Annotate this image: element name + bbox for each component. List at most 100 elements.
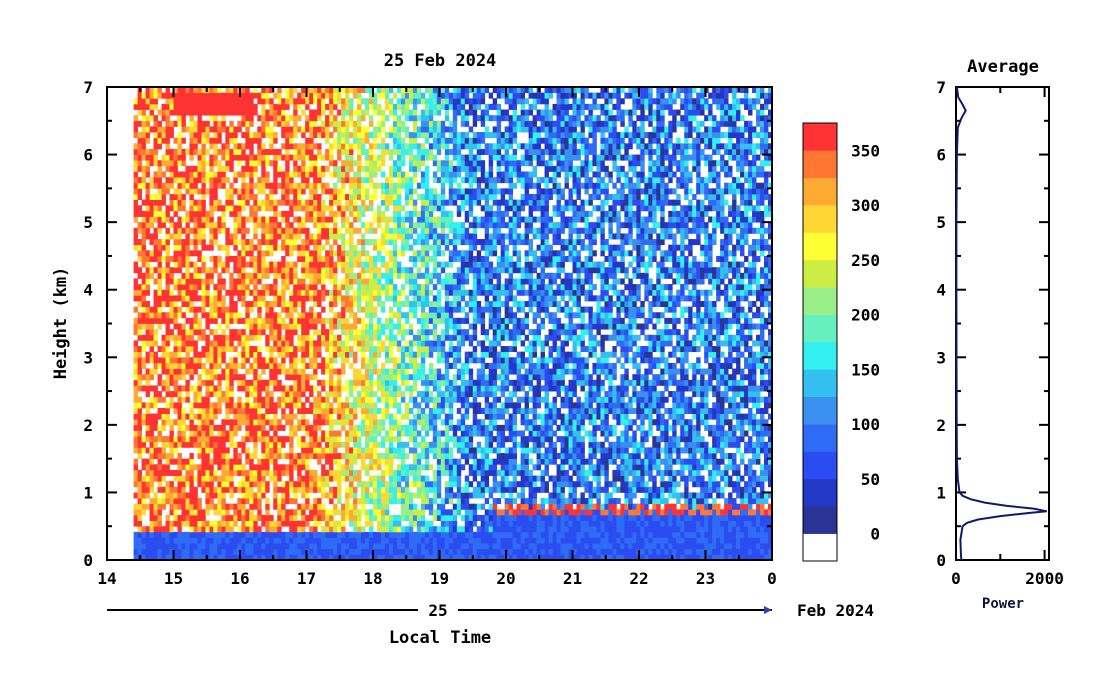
- heatmap-cell: [177, 548, 182, 555]
- heatmap-cell: [289, 396, 294, 403]
- heatmap-cell: [133, 120, 138, 127]
- heatmap-cell: [261, 199, 266, 206]
- heatmap-cell: [297, 148, 302, 155]
- heatmap-cell: [201, 514, 206, 521]
- heatmap-cell: [257, 430, 262, 437]
- heatmap-cell: [173, 199, 178, 206]
- heatmap-cell: [337, 250, 342, 257]
- heatmap-cell: [165, 295, 170, 302]
- heatmap-cell: [313, 92, 318, 99]
- heatmap-cell: [257, 548, 262, 555]
- heatmap-cell: [277, 222, 282, 229]
- heatmap-cell: [376, 526, 382, 533]
- heatmap-cell: [337, 407, 342, 414]
- heatmap-cell: [197, 317, 202, 324]
- heatmap-cell: [169, 537, 174, 544]
- heatmap-cell: [353, 143, 358, 150]
- heatmap-cell: [313, 543, 318, 550]
- heatmap-cell: [349, 509, 354, 516]
- heatmap-cell: [221, 486, 226, 493]
- heatmap-cell: [245, 143, 250, 150]
- heatmap-cell: [416, 362, 422, 369]
- heatmap-cell: [396, 233, 402, 240]
- heatmap-cell: [233, 537, 238, 544]
- heatmap-cell: [333, 126, 338, 133]
- heatmap-cell: [428, 317, 434, 324]
- heatmap-cell: [424, 250, 430, 257]
- heatmap-cell: [345, 396, 350, 403]
- heatmap-cell: [369, 509, 374, 516]
- heatmap-cell: [305, 323, 310, 330]
- heatmap-cell: [357, 92, 362, 99]
- heatmap-cell: [281, 239, 286, 246]
- heatmap-cell: [388, 182, 394, 189]
- heatmap-cell: [365, 391, 370, 398]
- heatmap-cell: [305, 239, 310, 246]
- heatmap-cell: [249, 261, 254, 268]
- heatmap-cell: [213, 374, 218, 381]
- heatmap-cell: [349, 272, 354, 279]
- heatmap-cell: [181, 492, 186, 499]
- heatmap-cell: [209, 255, 214, 262]
- heatmap-cell: [169, 492, 174, 499]
- heatmap-cell: [305, 272, 310, 279]
- heatmap-cell: [428, 154, 434, 161]
- heatmap-cell: [141, 216, 146, 223]
- heatmap-cell: [373, 126, 378, 133]
- heatmap-cell: [392, 284, 398, 291]
- heatmap-cell: [213, 317, 218, 324]
- heatmap-cell: [261, 379, 266, 386]
- heatmap-cell: [329, 458, 334, 465]
- heatmap-cell: [245, 120, 250, 127]
- heatmap-cell: [281, 244, 286, 251]
- heatmap-cell: [141, 306, 146, 313]
- heatmap-cell: [404, 233, 410, 240]
- heatmap-cell: [193, 475, 198, 482]
- heatmap-cell: [137, 148, 142, 155]
- heatmap-cell: [225, 385, 230, 392]
- heatmap-cell: [269, 402, 274, 409]
- heatmap-cell: [285, 300, 290, 308]
- heatmap-cell: [245, 368, 250, 375]
- heatmap-cell: [329, 464, 334, 471]
- heatmap-cell: [185, 537, 190, 544]
- heatmap-cell: [281, 284, 286, 291]
- heatmap-cell: [365, 362, 370, 369]
- heatmap-cell: [412, 453, 418, 460]
- heatmap-cell: [281, 115, 286, 122]
- heatmap-cell: [329, 300, 334, 308]
- heatmap-cell: [353, 436, 358, 443]
- heatmap-cell: [361, 346, 366, 353]
- heatmap-cell: [420, 554, 426, 561]
- heatmap-cell: [161, 222, 166, 229]
- heatmap-cell: [249, 182, 254, 189]
- heatmap-cell: [153, 520, 158, 527]
- heatmap-cell: [133, 402, 138, 409]
- heatmap-cell: [197, 391, 202, 398]
- heatmap-cell: [420, 160, 426, 167]
- heatmap-cell: [133, 177, 138, 184]
- heatmap-cell: [357, 481, 362, 488]
- heatmap-cell: [209, 272, 214, 279]
- heatmap-cell: [273, 464, 278, 471]
- heatmap-cell: [329, 514, 334, 521]
- heatmap-cell: [361, 453, 366, 460]
- heatmap-cell: [285, 92, 290, 99]
- heatmap-cell: [309, 284, 314, 291]
- heatmap-cell: [420, 391, 426, 398]
- heatmap-cell: [201, 430, 206, 437]
- heatmap-cell: [369, 177, 374, 184]
- heatmap-cell: [396, 306, 402, 313]
- heatmap-cell: [149, 419, 154, 426]
- heatmap-cell: [265, 109, 270, 116]
- heatmap-cell: [189, 436, 194, 443]
- heatmap-cell: [380, 148, 386, 155]
- heatmap-cell: [205, 357, 210, 364]
- heatmap-cell: [205, 548, 210, 555]
- heatmap-cell: [341, 385, 346, 392]
- heatmap-cell: [305, 481, 310, 488]
- heatmap-cell: [309, 554, 314, 561]
- heatmap-cell: [396, 272, 402, 279]
- heatmap-cell: [217, 323, 222, 330]
- heatmap-cell: [257, 323, 262, 330]
